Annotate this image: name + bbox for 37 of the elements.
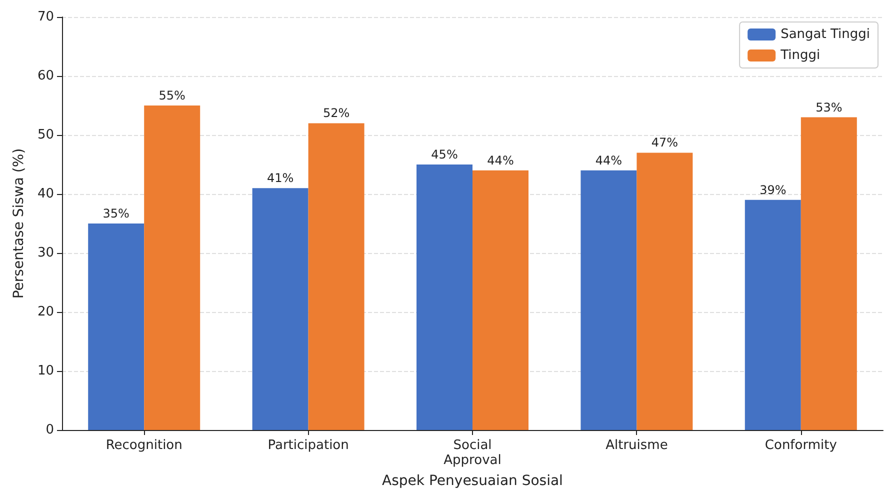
data-label: 35% [102, 206, 130, 220]
data-label: 55% [158, 88, 186, 102]
y-tick-label: 30 [37, 246, 54, 260]
x-axis-title: Aspek Penyesuaian Sosial [382, 473, 563, 489]
bar [308, 123, 364, 430]
bar [144, 106, 200, 430]
bar [88, 224, 144, 430]
bar [416, 164, 472, 430]
y-tick-label: 10 [37, 364, 54, 378]
y-axis-title: Persentase Siswa (%) [11, 148, 27, 299]
data-label: 41% [266, 171, 294, 186]
y-tick-label: 20 [37, 304, 54, 320]
y-tick-label: 40 [37, 186, 54, 202]
data-label: 44% [595, 153, 622, 168]
x-tick-label: Conformity [764, 438, 838, 453]
bar [636, 152, 693, 430]
y-tick-label: 50 [37, 128, 54, 142]
x-tick-label: Participation [268, 438, 349, 453]
y-tick-label: 60 [37, 68, 54, 84]
data-label: 39% [760, 182, 786, 197]
x-tick-label: Social Approval [444, 438, 502, 468]
legend-label: Sangat Tinggi [780, 27, 870, 42]
data-label: 53% [816, 100, 842, 114]
y-tick-label: 70 [37, 10, 54, 24]
y-tick-label: 0 [46, 422, 54, 438]
data-label: 47% [651, 136, 678, 150]
bar [252, 188, 308, 430]
bar [744, 200, 801, 430]
x-tick-label: Altruisme [606, 438, 668, 453]
x-tick-label: Recognition [106, 438, 182, 453]
legend-label: Tinggi [780, 48, 820, 63]
bar [800, 117, 857, 430]
data-label: 44% [487, 153, 514, 168]
data-label: 45% [431, 148, 458, 162]
bar [580, 170, 637, 430]
bar [472, 170, 528, 430]
data-label: 52% [322, 106, 350, 120]
